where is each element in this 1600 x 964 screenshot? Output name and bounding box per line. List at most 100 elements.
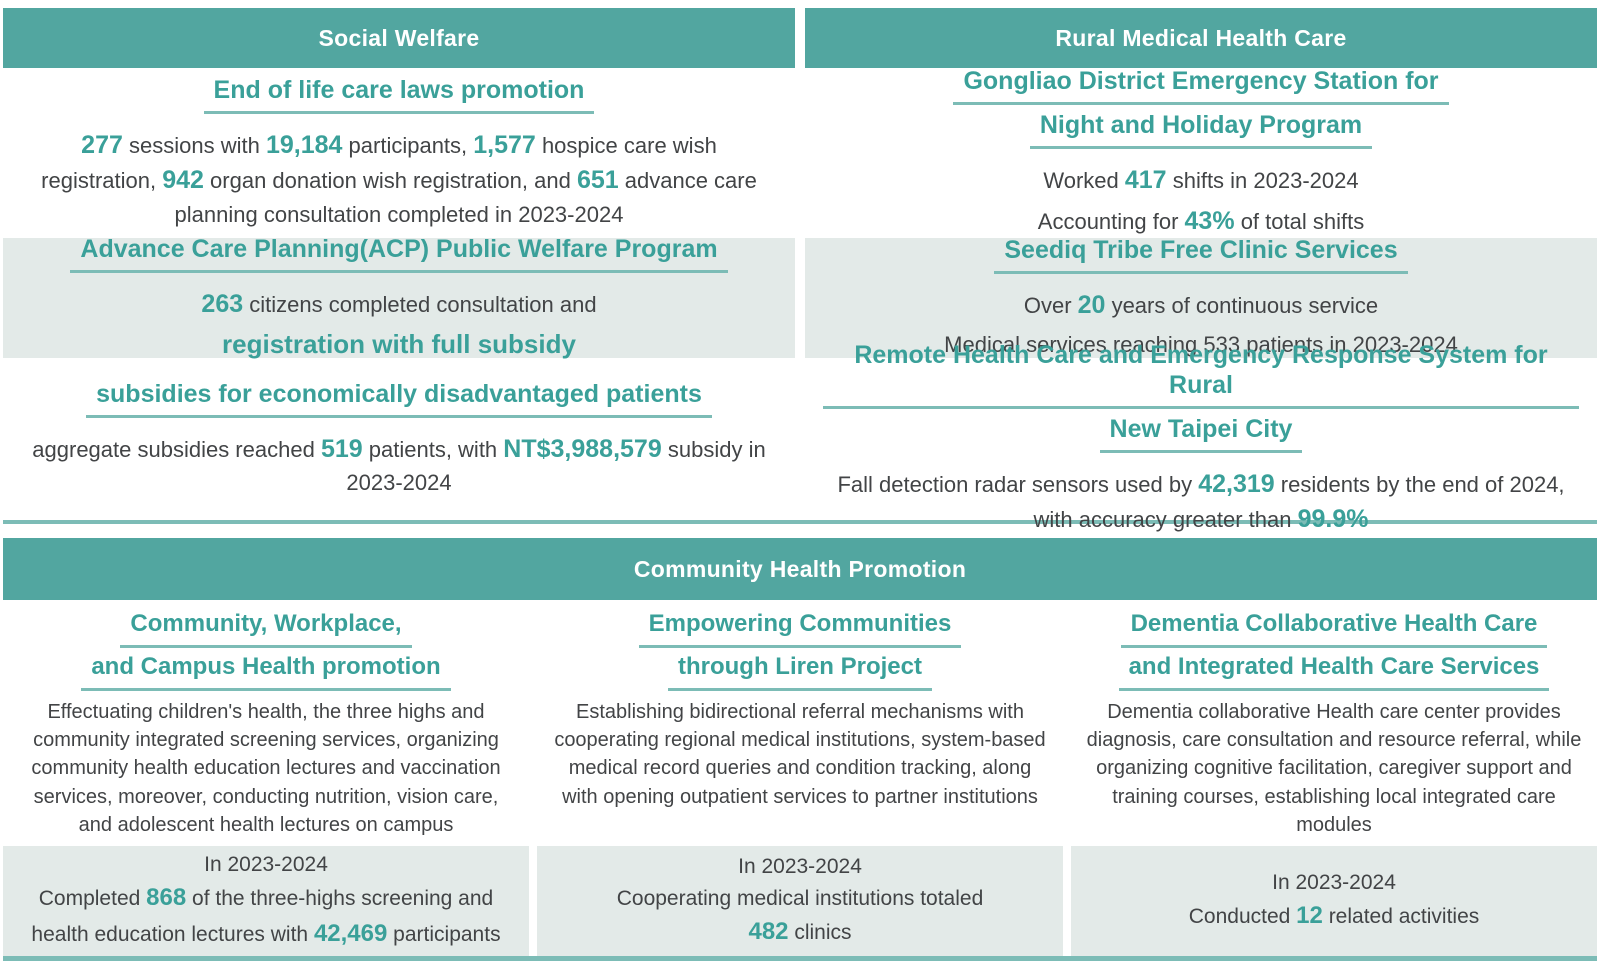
highlight-value: 263 <box>201 289 244 318</box>
social-welfare-column: Social Welfare End of life care laws pro… <box>3 8 795 520</box>
highlight-value: 99.9% <box>1297 505 1369 533</box>
column-body: Establishing bidirectional referral mech… <box>537 696 1063 846</box>
text-segment: related activities <box>1322 905 1480 929</box>
title-line: Empowering Communities <box>638 610 962 648</box>
title-line: Night and Holiday Program <box>1029 110 1373 149</box>
highlight-value: NT$3,988,579 <box>503 434 662 463</box>
text-segment: Accounting for <box>1037 209 1185 234</box>
text-segment: Fall detection radar sensors used by <box>837 471 1199 497</box>
highlight-value: 42,469 <box>313 920 388 948</box>
section-body: aggregate subsidies reached 519 patients… <box>21 432 777 499</box>
section-body: 263 citizens completed consultation and <box>201 287 596 323</box>
column-title: Community, Workplace, and Campus Health p… <box>3 600 529 696</box>
highlight-value: 519 <box>320 434 363 463</box>
title-line: and Integrated Health Care Services <box>1118 653 1550 691</box>
text-segment: shifts in 2023-2024 <box>1166 167 1359 193</box>
text-segment: participants, <box>342 132 474 158</box>
bottom-divider-rule <box>3 955 1597 961</box>
stat-line: 482 clinics <box>748 914 851 950</box>
section-divider-rule <box>3 520 1597 524</box>
liren-project-column: Empowering Communities through Liren Proj… <box>537 600 1063 956</box>
text-segment: clinics <box>788 921 852 945</box>
text-segment: participants <box>387 923 501 947</box>
title-line: Gongliao District Emergency Station for <box>953 66 1449 105</box>
column-title: Dementia Collaborative Health Care and In… <box>1071 600 1597 696</box>
highlight-value: 482 <box>748 918 789 946</box>
community-workplace-campus-column: Community, Workplace, and Campus Health p… <box>3 600 529 956</box>
seediq-clinic-section: Seediq Tribe Free Clinic Services Over 2… <box>805 235 1597 358</box>
section-body-emphasis: registration with full subsidy <box>222 328 576 361</box>
column-body: Effectuating children's health, the thre… <box>3 696 529 846</box>
acp-program-section: Advance Care Planning(ACP) Public Welfar… <box>3 235 795 361</box>
text-segment: hospice care wish registration, <box>41 132 717 194</box>
subsidies-section: subsidies for economically disadvantaged… <box>3 358 795 520</box>
highlight-value: 12 <box>1296 902 1323 930</box>
highlight-value: 42,319 <box>1198 469 1275 498</box>
section-body: Accounting for 43% of total shifts <box>1038 204 1364 240</box>
highlight-value: 651 <box>576 166 619 195</box>
text-segment: In 2023-2024 <box>1272 870 1396 894</box>
section-title: Seediq Tribe Free Clinic Services <box>994 235 1408 279</box>
rural-medical-header: Rural Medical Health Care <box>805 8 1597 68</box>
text-segment: Conducted <box>1188 905 1297 929</box>
section-title: Gongliao District Emergency Station for N… <box>953 66 1449 154</box>
dementia-care-column: Dementia Collaborative Health Care and In… <box>1071 600 1597 956</box>
text-segment: aggregate subsidies reached <box>32 436 321 462</box>
text-segment: advance care planning consultation compl… <box>174 168 757 227</box>
title-line: New Taipei City <box>1099 414 1303 453</box>
highlight-value: 19,184 <box>265 130 343 159</box>
text-segment: residents by the end of 2024, with accur… <box>1033 471 1565 533</box>
community-health-header: Community Health Promotion <box>3 538 1597 600</box>
title-line: and Campus Health promotion <box>81 653 451 691</box>
column-body: Dementia collaborative Health care cente… <box>1071 696 1597 846</box>
section-body: 277 sessions with 19,184 participants, 1… <box>21 128 777 230</box>
highlight-value: 43% <box>1184 207 1235 235</box>
stat-line: Cooperating medical institutions totaled <box>617 883 984 915</box>
text-segment: Medical services reaching 533 patients i… <box>944 332 1458 358</box>
title-line: Dementia Collaborative Health Care <box>1120 610 1548 648</box>
text-segment: Completed <box>38 887 147 911</box>
text-segment: patients, with <box>362 436 504 462</box>
text-segment: Dementia collaborative Health care cente… <box>1086 700 1582 837</box>
stat-box: In 2023-2024 Cooperating medical institu… <box>537 845 1063 956</box>
text-segment: subsidy in 2023-2024 <box>346 436 766 496</box>
title-line: Advance Care Planning(ACP) Public Welfar… <box>70 234 728 273</box>
title-line: through Liren Project <box>667 653 932 691</box>
rural-medical-column: Rural Medical Health Care Gongliao Distr… <box>805 8 1597 533</box>
stat-line: In 2023-2024 <box>204 849 328 881</box>
title-line: Seediq Tribe Free Clinic Services <box>994 235 1408 274</box>
section-body: Fall detection radar sensors used by 42,… <box>823 467 1579 538</box>
stat-line: In 2023-2024 <box>738 851 862 883</box>
column-title: Empowering Communities through Liren Proj… <box>537 600 1063 696</box>
section-body: Worked 417 shifts in 2023-2024 <box>1043 163 1358 199</box>
stat-box: In 2023-2024 Completed 868 of the three-… <box>3 845 529 956</box>
stat-box: In 2023-2024 Conducted 12 related activi… <box>1071 845 1597 956</box>
highlight-value: 277 <box>81 130 123 159</box>
text-segment: Effectuating children's health, the thre… <box>31 700 501 837</box>
text-segment: Establishing bidirectional referral mech… <box>554 700 1046 808</box>
title-line: End of life care laws promotion <box>203 75 595 114</box>
text-segment: In 2023-2024 <box>738 855 862 879</box>
text-segment: years of continuous service <box>1105 292 1379 318</box>
gongliao-station-section: Gongliao District Emergency Station for N… <box>805 66 1597 240</box>
stat-line: In 2023-2024 <box>1272 867 1396 899</box>
stat-line: Conducted 12 related activities <box>1189 898 1480 934</box>
title-line: subsidies for economically disadvantaged… <box>86 379 712 418</box>
title-line: Remote Health Care and Emergency Respons… <box>823 340 1579 409</box>
text-segment: In 2023-2024 <box>204 852 328 876</box>
highlight-value: registration with full subsidy <box>222 329 576 360</box>
section-title: Remote Health Care and Emergency Respons… <box>823 340 1579 458</box>
text-segment: organ donation wish registration, and <box>203 168 577 194</box>
highlight-value: 868 <box>146 884 187 912</box>
text-segment: sessions with <box>122 132 266 158</box>
highlight-value: 417 <box>1124 165 1167 194</box>
text-segment: Worked <box>1043 167 1125 193</box>
text-segment: Cooperating medical institutions totaled <box>616 886 984 910</box>
section-title: End of life care laws promotion <box>203 75 595 119</box>
section-title: Advance Care Planning(ACP) Public Welfar… <box>70 234 728 278</box>
text-segment: of total shifts <box>1234 209 1365 234</box>
text-segment: of the three-highs screening and health … <box>31 887 494 947</box>
highlight-value: 1,577 <box>473 130 536 159</box>
top-grid: Social Welfare End of life care laws pro… <box>3 8 1597 533</box>
